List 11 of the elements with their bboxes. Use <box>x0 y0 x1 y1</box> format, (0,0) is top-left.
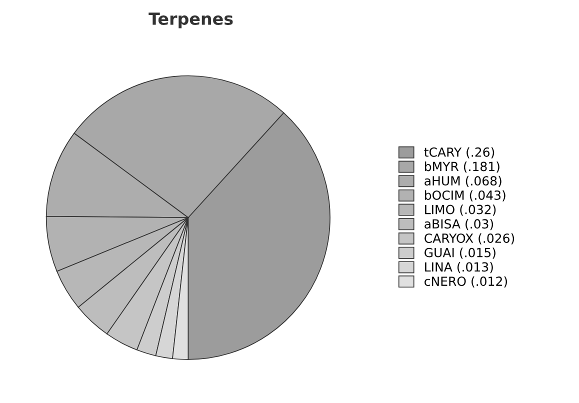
legend-label: cNERO (.012) <box>424 276 507 288</box>
legend-label: bOCIM (.043) <box>425 190 506 202</box>
chart-title: Terpenes <box>148 12 233 28</box>
legend-label: tCARY (.26) <box>424 147 494 158</box>
legend-label: LIMO (.032) <box>425 204 496 216</box>
legend-label: aHUM (.068) <box>424 176 502 188</box>
legend-label: aBISA (.03) <box>424 218 494 230</box>
legend-label: GUAI (.015) <box>424 248 496 259</box>
legend-label: bMYR (.181) <box>425 162 500 173</box>
legend-label: CARYOX (.026) <box>424 233 514 244</box>
legend-label: LINA (.013) <box>425 262 493 274</box>
